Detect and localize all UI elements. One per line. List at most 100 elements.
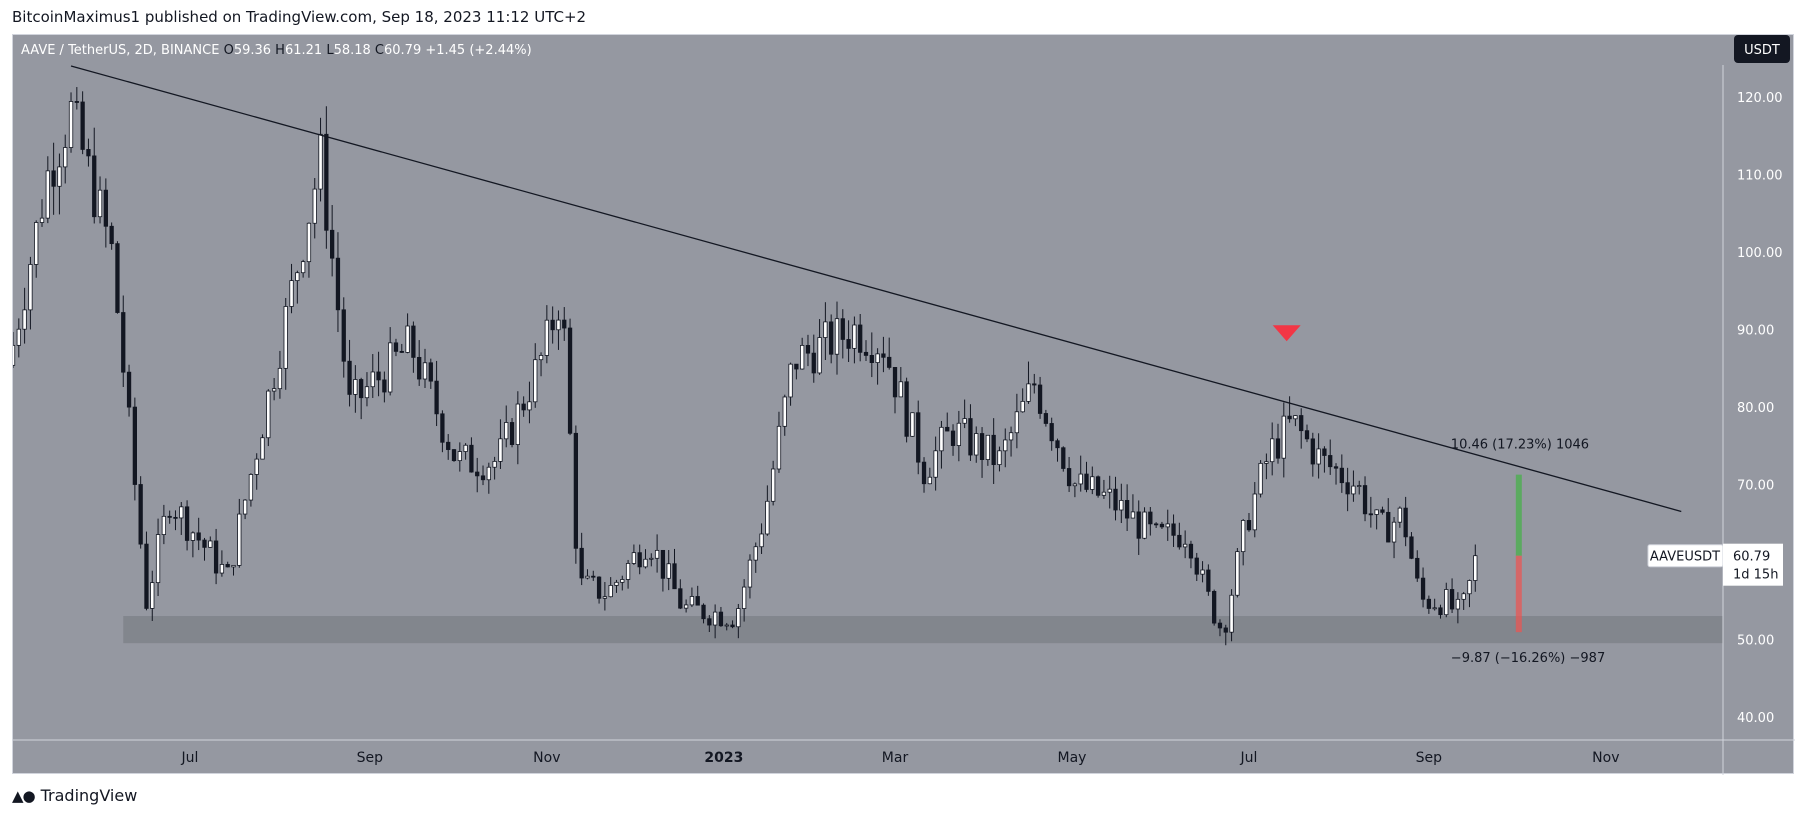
candle-bull <box>712 611 718 626</box>
candle-bull <box>16 328 21 346</box>
candle-bear <box>1426 598 1432 609</box>
tradingview-logo[interactable]: ▲● TradingView <box>12 786 137 805</box>
candle-bull <box>608 585 613 598</box>
candle-bear <box>1124 500 1130 519</box>
candle-bull <box>1090 476 1095 490</box>
candle-bull <box>388 342 393 393</box>
candle-bull <box>289 280 294 307</box>
candle-bull <box>834 318 840 355</box>
candle-bull <box>625 563 631 580</box>
candle-bull <box>527 401 532 411</box>
candle-bear <box>1037 384 1043 414</box>
candle-bull <box>689 596 695 606</box>
candle-bull <box>759 533 764 548</box>
measure-down-label: −9.87 (−16.26%) −987 <box>1451 651 1605 666</box>
candle-bull <box>724 624 729 627</box>
y-tick-label: 70.00 <box>1737 478 1774 493</box>
candle-bull <box>457 451 462 462</box>
candle-bear <box>1049 423 1054 442</box>
candle-bull <box>654 549 660 559</box>
currency-button-label[interactable]: USDT <box>1744 43 1780 58</box>
candle-bull <box>643 558 648 568</box>
candle-bull <box>614 581 619 586</box>
candle-bull <box>1444 589 1449 616</box>
candle-bear <box>341 309 346 362</box>
candle-bear <box>811 352 816 374</box>
candle-bull <box>666 563 671 579</box>
candle-bear <box>1322 448 1327 456</box>
legend-part: L <box>326 43 334 58</box>
x-tick-label: 2023 <box>704 750 743 766</box>
candle-bear <box>1380 509 1385 513</box>
candle-bear <box>196 532 201 541</box>
candle-bull <box>219 564 225 574</box>
candle-bull <box>962 418 967 424</box>
candle-bull <box>1281 415 1286 459</box>
candle-bull <box>742 586 747 609</box>
candle-bull <box>631 552 637 564</box>
candle-bull <box>974 433 979 456</box>
candle-bull <box>776 425 782 470</box>
legend-part: 58.18 <box>334 43 375 58</box>
x-tick-label: Nov <box>1592 750 1619 766</box>
candle-bull <box>823 321 828 338</box>
candle-bear <box>1212 590 1217 624</box>
candle-bull <box>1142 511 1147 539</box>
candle-bear <box>144 543 149 609</box>
candle-bear <box>115 243 120 313</box>
candle-bear <box>1299 415 1304 432</box>
currency-button[interactable] <box>1734 35 1790 63</box>
candle-bear <box>330 229 335 259</box>
candle-bull <box>57 166 62 187</box>
candle-bear <box>167 515 172 518</box>
candle-bull <box>1374 509 1379 515</box>
candle-bull <box>300 261 306 274</box>
candle-bull <box>771 468 776 502</box>
candle-bull <box>266 390 271 439</box>
candle-bull <box>800 344 805 370</box>
candle-bear <box>1136 511 1141 539</box>
candle-bull <box>1229 594 1234 633</box>
candle-bear <box>1386 511 1391 543</box>
candle-bear <box>921 461 927 485</box>
candle-bull <box>318 133 323 190</box>
candle-bear <box>863 351 869 356</box>
candle-bull <box>747 559 753 588</box>
candle-bull <box>486 466 491 481</box>
candle-bear <box>359 379 364 399</box>
candle-bear <box>335 257 341 311</box>
legend-part: 60.79 <box>384 43 425 58</box>
price-chart[interactable]: 10.46 (17.23%) 1046 −9.87 (−16.26%) −987 1… <box>13 35 1795 775</box>
candle-bear <box>132 406 137 485</box>
candle-bull <box>28 264 33 311</box>
candle-bull <box>39 217 45 223</box>
candle-bear <box>805 344 811 354</box>
candle-bull <box>997 450 1002 466</box>
measure-up-label: 10.46 (17.23%) 1046 <box>1451 438 1589 453</box>
candle-bull <box>817 337 822 374</box>
candle-bear <box>1328 455 1333 468</box>
candle-bull <box>1165 523 1170 528</box>
x-tick-label: Sep <box>357 750 384 766</box>
candle-bear <box>1339 467 1344 484</box>
candle-bull <box>1258 462 1263 495</box>
candle-bear <box>1153 523 1159 526</box>
candle-bear <box>701 604 706 620</box>
candle-bull <box>254 458 259 475</box>
candle-bull <box>585 575 590 579</box>
candle-bull <box>1351 485 1356 495</box>
candle-bear <box>1095 476 1101 496</box>
candle-bull <box>13 344 16 366</box>
candle-bear <box>1217 622 1223 629</box>
candle-bear <box>887 356 892 368</box>
candle-bear <box>1066 468 1072 487</box>
chart-panel[interactable]: 10.46 (17.23%) 1046 −9.87 (−16.26%) −987 1… <box>12 34 1795 775</box>
candle-bear <box>399 350 404 353</box>
candle-bear <box>730 624 735 628</box>
candle-bull <box>260 437 265 460</box>
candle-bear <box>1223 627 1228 633</box>
candle-bear <box>451 449 457 462</box>
candle-bear <box>562 319 567 329</box>
ohlc-legend: AAVE / TetherUS, 2D, BINANCE O59.36 H61.… <box>21 43 532 58</box>
candle-bear <box>950 430 956 446</box>
